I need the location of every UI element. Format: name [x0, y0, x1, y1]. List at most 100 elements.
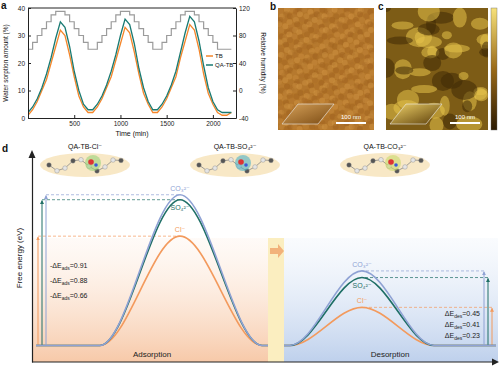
texture — [416, 36, 442, 48]
molecule-bonds — [49, 160, 121, 171]
atom — [229, 157, 234, 162]
texture — [367, 118, 373, 124]
y2-axis-tick: -40 — [233, 115, 249, 122]
texture — [304, 31, 310, 37]
atom — [355, 168, 360, 173]
x-axis-tick-label: 1000 — [114, 120, 129, 127]
texture — [386, 58, 395, 78]
barrier-arrow — [488, 279, 489, 346]
barrier-guide — [42, 199, 180, 200]
anion-cloud — [385, 155, 401, 171]
atom — [253, 165, 258, 170]
y2-axis-tick-mark — [233, 118, 236, 119]
atom — [71, 159, 76, 164]
scale-bar — [450, 122, 480, 124]
molecule-surface — [190, 153, 280, 177]
x-axis-tick-label: 500 — [69, 120, 80, 127]
texture — [278, 27, 284, 33]
texture — [459, 72, 469, 80]
texture — [370, 52, 374, 58]
texture — [444, 44, 470, 52]
panel-label: c — [378, 1, 384, 12]
legend-swatch — [206, 64, 213, 66]
texture — [332, 8, 338, 13]
texture — [369, 94, 374, 100]
plot-area — [28, 11, 231, 115]
y-axis-tick-mark — [28, 63, 31, 64]
texture — [337, 21, 343, 27]
image-background — [386, 8, 488, 130]
ion-label: CO₃²⁻ — [170, 185, 190, 192]
y-axis-tick: 40 — [18, 5, 31, 12]
texture — [322, 70, 328, 76]
texture — [296, 84, 302, 90]
x-axis-tick: 2000 — [206, 115, 221, 127]
texture — [418, 8, 440, 22]
x-axis-tick-label: 1500 — [160, 120, 175, 127]
legend-swatch — [206, 55, 213, 57]
anion-atom — [238, 159, 244, 165]
texture — [368, 57, 374, 63]
y2-axis-tick-mark — [233, 91, 236, 92]
texture — [479, 48, 488, 56]
series-line — [28, 16, 231, 112]
y-axis-tick-mark — [28, 91, 31, 92]
texture — [359, 72, 365, 78]
y2-axis: -4004080120 — [233, 5, 250, 122]
texture — [354, 57, 360, 63]
y2-axis-tick: 120 — [233, 5, 250, 12]
texture — [333, 67, 339, 73]
barrier-arrow — [484, 272, 485, 346]
y2-axis-tick-label: 80 — [239, 32, 247, 39]
texture — [471, 18, 488, 30]
barrier-arrow — [46, 196, 47, 346]
structure-caption: QA-TB-CO₃²⁻ — [363, 143, 406, 151]
texture — [308, 27, 314, 33]
texture — [327, 126, 333, 130]
texture — [418, 23, 440, 35]
atom — [419, 158, 424, 163]
x-axis-tick-mark — [74, 115, 75, 118]
atom — [103, 165, 108, 170]
atom — [63, 166, 68, 171]
anion-atom — [94, 163, 98, 167]
y2-axis-title: Relative humidity (%) — [259, 32, 267, 93]
texture — [278, 100, 282, 106]
barrier-guide — [362, 270, 484, 271]
barrier-guide — [46, 194, 180, 195]
texture — [352, 52, 358, 58]
texture — [287, 37, 293, 43]
transition-arrow — [270, 244, 284, 258]
atom — [221, 159, 226, 164]
atom — [47, 163, 52, 168]
y-axis-line — [32, 156, 33, 363]
axis-arrowhead — [29, 150, 36, 158]
barrier-label: -ΔEads=0.91 — [50, 262, 88, 271]
legend: TBQA-TB — [206, 53, 233, 68]
texture — [362, 62, 368, 68]
y2-axis-tick-label: 40 — [239, 60, 247, 67]
texture — [386, 8, 391, 12]
x-axis-tick-mark — [213, 115, 214, 118]
energy-curve — [36, 200, 268, 346]
texture — [278, 118, 283, 124]
texture — [352, 87, 358, 93]
barrier-label: ΔEdes=0.41 — [445, 321, 480, 330]
y-axis — [32, 156, 33, 363]
desorption-region — [284, 238, 498, 362]
y2-axis-tick-label: 120 — [239, 5, 250, 12]
texture — [282, 77, 288, 83]
image-background — [278, 8, 374, 130]
texture — [334, 31, 340, 37]
anion-atom — [394, 163, 398, 167]
barrier-label: ΔEdes=0.45 — [445, 310, 480, 319]
texture — [368, 27, 374, 33]
structure-caption: QA-TB-Cl⁻ — [68, 143, 102, 151]
texture — [453, 8, 467, 28]
energy-curve — [36, 236, 268, 345]
atom — [79, 157, 84, 162]
texture — [349, 98, 355, 104]
y2-axis-tick: 40 — [233, 60, 247, 67]
scale-bar-label: 100 nm — [455, 114, 475, 120]
atom — [213, 166, 218, 171]
